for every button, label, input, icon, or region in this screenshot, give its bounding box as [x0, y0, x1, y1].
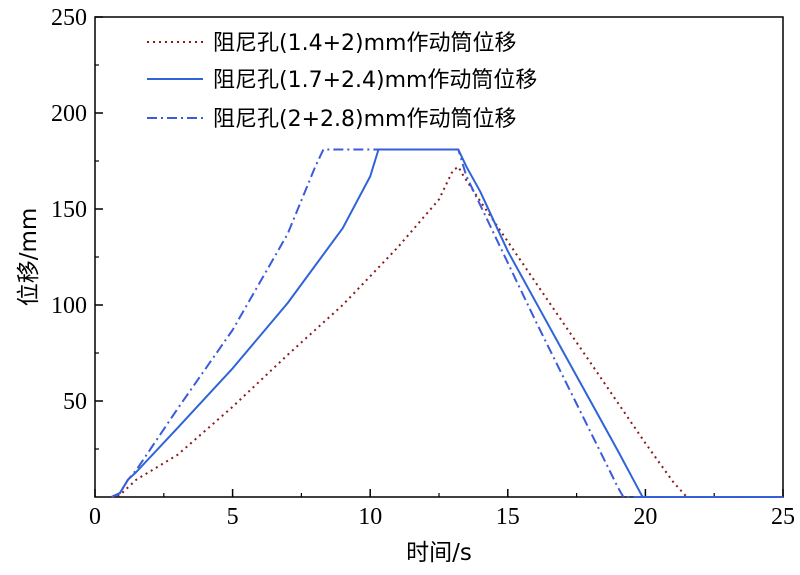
- legend-label-series-2: 阻尼孔(1.7+2.4)mm作动筒位移: [213, 68, 537, 93]
- x-tick-label: 20: [633, 504, 657, 530]
- x-tick-labels: 0 5 10 15 20 25: [89, 504, 795, 530]
- x-tick-label: 0: [89, 504, 101, 530]
- x-tick-label: 5: [227, 504, 239, 530]
- y-tick-label: 250: [51, 5, 87, 31]
- x-tick-label: 15: [496, 504, 520, 530]
- series-line-2: [111, 148, 783, 498]
- x-tick-label: 10: [358, 504, 382, 530]
- y-axis-title: 位移/mm: [16, 208, 42, 307]
- y-tick-label: 50: [63, 389, 87, 415]
- y-axis: [95, 16, 103, 450]
- series-layer: [111, 148, 783, 498]
- legend-label-series-3: 阻尼孔(2+2.8)mm作动筒位移: [213, 107, 516, 132]
- y-tick-label: 100: [51, 293, 87, 319]
- y-tick-label: 200: [51, 101, 87, 127]
- legend-label-series-1: 阻尼孔(1.4+2)mm作动筒位移: [213, 31, 516, 56]
- x-tick-label: 25: [771, 504, 795, 530]
- series-line-1: [111, 165, 783, 498]
- y-tick-labels: 50 100 150 200 250: [51, 5, 87, 415]
- x-axis: [94, 489, 784, 497]
- x-axis-title: 时间/s: [406, 540, 472, 566]
- series-line-3: [111, 148, 783, 498]
- y-tick-label: 150: [51, 197, 87, 223]
- legend: 阻尼孔(1.4+2)mm作动筒位移 阻尼孔(1.7+2.4)mm作动筒位移 阻尼…: [147, 31, 537, 132]
